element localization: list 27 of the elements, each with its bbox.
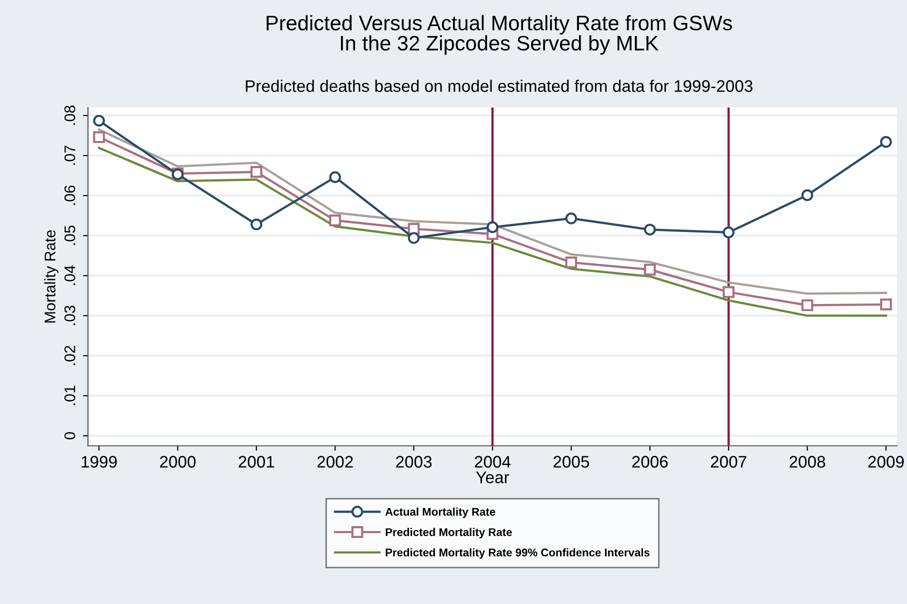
y-tick-label: .03 xyxy=(64,306,76,325)
y-tick-label: 0 xyxy=(64,432,76,440)
y-axis-title: Mortality Rate xyxy=(44,230,58,322)
x-tick-label: 2000 xyxy=(160,456,196,468)
x-tick-label: 1999 xyxy=(82,456,117,468)
x-tick-label: 2004 xyxy=(474,456,511,468)
y-tick-label: .01 xyxy=(64,386,76,405)
x-tick-label: 2007 xyxy=(710,456,746,468)
y-tick-label: .04 xyxy=(64,265,76,285)
y-tick-label: .02 xyxy=(64,346,76,365)
y-tick-label: .08 xyxy=(64,106,76,125)
chart-subtitle: Predicted deaths based on model estimated from data for 1999-2003 xyxy=(246,80,752,92)
y-tick-label: .06 xyxy=(64,186,76,205)
x-tick-label: 2009 xyxy=(868,456,904,468)
x-tick-label: 2006 xyxy=(632,456,668,468)
y-tick-label: .07 xyxy=(64,146,76,165)
legend-label: Predicted Mortality Rate 99% Confidence Intervals xyxy=(386,548,650,559)
x-tick-label: 2008 xyxy=(790,456,826,468)
x-tick-label: 2001 xyxy=(238,456,274,468)
x-tick-label: 2002 xyxy=(317,456,353,468)
x-tick-label: 2005 xyxy=(554,456,590,468)
x-tick-label: 2003 xyxy=(396,456,432,468)
y-tick-label: .05 xyxy=(64,226,76,245)
legend-label: Actual Mortality Rate xyxy=(385,508,496,518)
chart-title: Predicted Versus Actual Mortality Rate from GSWs In the 32 Zipcodes Served by MLK xyxy=(266,15,732,55)
x-axis-title: Year xyxy=(476,472,510,484)
legend-label: Predicted Mortality Rate xyxy=(386,528,512,538)
